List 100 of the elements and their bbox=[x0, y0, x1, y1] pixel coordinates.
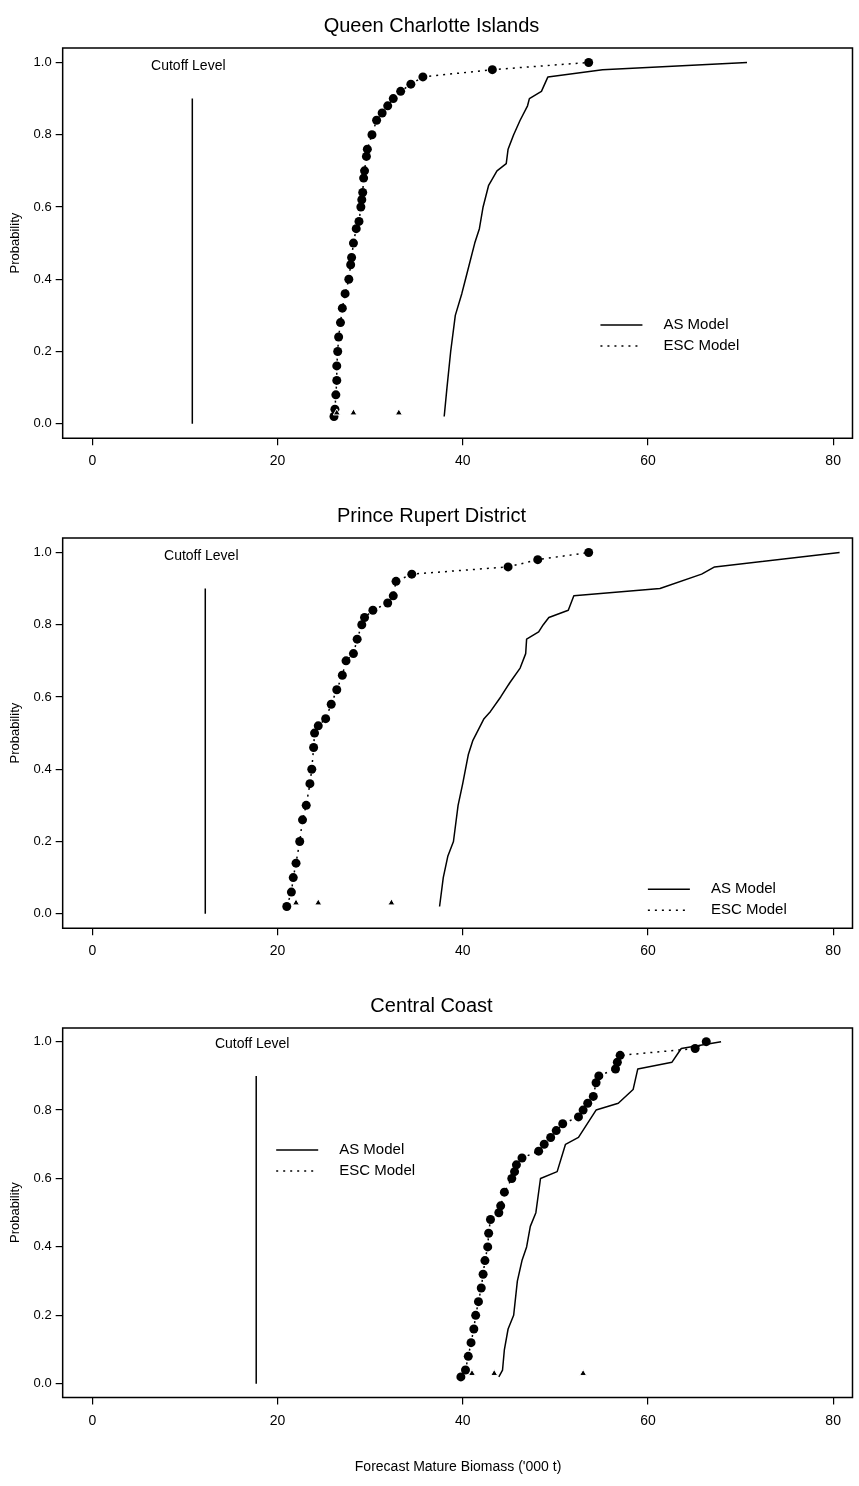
legend-label: AS Model bbox=[663, 315, 729, 333]
point bbox=[533, 555, 543, 565]
point bbox=[314, 898, 323, 906]
y-tick-label: 1.0 bbox=[33, 1033, 52, 1049]
y-axis-title: Probability bbox=[7, 1181, 23, 1244]
y-tick-label: 0.8 bbox=[33, 1101, 52, 1117]
point bbox=[298, 815, 308, 825]
x-tick-label: 20 bbox=[269, 1411, 286, 1428]
point bbox=[456, 1372, 466, 1382]
x-tick-label: 80 bbox=[825, 1411, 842, 1428]
point bbox=[507, 1174, 517, 1183]
y-tick-label: 0.0 bbox=[33, 415, 52, 431]
x-tick-label: 20 bbox=[269, 452, 286, 469]
point bbox=[546, 1132, 556, 1142]
x-axis-title: Forecast Mature Biomass ('000 t) bbox=[354, 1458, 562, 1475]
y-tick-label: 0.0 bbox=[33, 1375, 52, 1391]
point bbox=[499, 1187, 509, 1197]
x-tick-label: 60 bbox=[640, 1411, 656, 1428]
point bbox=[367, 130, 377, 140]
annotation: Cutoff Level bbox=[151, 57, 226, 74]
point bbox=[358, 188, 368, 198]
y-axis-title: Probability bbox=[7, 212, 23, 274]
point bbox=[337, 670, 347, 680]
point bbox=[391, 576, 401, 586]
point bbox=[352, 634, 362, 644]
point bbox=[368, 605, 378, 615]
point bbox=[387, 898, 396, 906]
y-tick-label: 0.6 bbox=[33, 1170, 52, 1186]
x-tick-label: 20 bbox=[269, 942, 286, 959]
point bbox=[383, 598, 393, 608]
legend-label: AS Model bbox=[339, 1140, 405, 1158]
y-tick-label: 0.4 bbox=[33, 270, 52, 286]
point bbox=[478, 1269, 488, 1279]
y-axis-title: Probability bbox=[7, 702, 23, 764]
chart-title: Central Coast bbox=[370, 993, 494, 1016]
y-tick-label: 0.4 bbox=[33, 1238, 52, 1254]
point bbox=[496, 1201, 506, 1211]
point bbox=[383, 101, 393, 111]
point bbox=[332, 361, 342, 371]
point bbox=[354, 216, 364, 226]
point bbox=[612, 1057, 622, 1067]
x-tick-label: 40 bbox=[454, 1411, 471, 1428]
point bbox=[573, 1112, 583, 1122]
point bbox=[517, 1153, 527, 1163]
point bbox=[337, 303, 347, 313]
y-tick-label: 1.0 bbox=[33, 54, 52, 70]
point bbox=[480, 1256, 490, 1266]
x-tick-label: 0 bbox=[88, 1411, 97, 1428]
point bbox=[310, 728, 320, 738]
point bbox=[362, 144, 372, 154]
point bbox=[348, 238, 358, 248]
point bbox=[292, 898, 300, 906]
x-tick-label: 0 bbox=[88, 942, 97, 959]
x-tick-label: 0 bbox=[88, 452, 97, 469]
x-tick-label: 60 bbox=[640, 452, 656, 469]
point bbox=[359, 173, 369, 183]
point bbox=[588, 1091, 598, 1101]
point bbox=[377, 108, 387, 118]
point bbox=[357, 620, 367, 630]
point bbox=[344, 274, 354, 284]
point bbox=[583, 1098, 593, 1108]
point bbox=[407, 569, 417, 579]
y-tick-label: 0.8 bbox=[33, 616, 52, 632]
point bbox=[551, 1126, 561, 1136]
legend-label: ESC Model bbox=[710, 900, 787, 918]
y-tick-label: 1.0 bbox=[33, 544, 52, 560]
x-tick-label: 40 bbox=[454, 942, 471, 959]
point bbox=[288, 873, 298, 883]
point bbox=[326, 699, 336, 709]
y-tick-label: 0.0 bbox=[33, 905, 52, 921]
y-tick-label: 0.6 bbox=[33, 198, 52, 214]
point bbox=[301, 800, 311, 810]
point bbox=[282, 902, 292, 912]
point bbox=[394, 408, 403, 416]
point bbox=[483, 1242, 493, 1252]
point bbox=[490, 1368, 499, 1376]
point bbox=[396, 86, 406, 96]
point bbox=[476, 1283, 486, 1293]
point bbox=[347, 253, 357, 263]
x-tick-label: 80 bbox=[825, 942, 842, 959]
point bbox=[335, 318, 345, 328]
legend-label: ESC Model bbox=[339, 1161, 416, 1179]
point bbox=[460, 1365, 470, 1375]
point bbox=[349, 408, 358, 416]
point bbox=[313, 721, 323, 731]
point bbox=[418, 72, 428, 82]
x-tick-label: 40 bbox=[454, 452, 471, 469]
point bbox=[341, 656, 351, 666]
point bbox=[331, 390, 341, 400]
point bbox=[360, 612, 370, 622]
point bbox=[332, 375, 342, 385]
y-tick-label: 0.2 bbox=[33, 833, 52, 849]
chart-title: Prince Rupert District bbox=[337, 503, 527, 526]
point bbox=[348, 649, 358, 659]
point bbox=[305, 779, 315, 789]
point bbox=[307, 764, 317, 774]
point bbox=[333, 346, 343, 356]
point bbox=[584, 57, 594, 67]
point bbox=[471, 1310, 481, 1320]
point bbox=[340, 289, 350, 299]
